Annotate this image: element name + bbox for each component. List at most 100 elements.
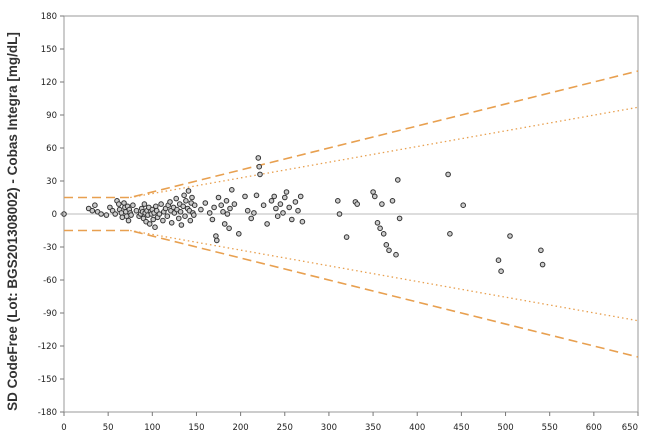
y-tick-label: -90 (43, 309, 57, 319)
x-tick-label: 650 (622, 423, 638, 433)
data-point (277, 201, 284, 207)
x-axis-ticks: 0 50 100 150 200 250 300 350 400 450 500 550 600 650 (61, 412, 639, 433)
data-point (160, 217, 166, 224)
data-point (396, 215, 403, 222)
data-point (447, 231, 453, 237)
data-point (248, 215, 254, 222)
data-point (224, 211, 231, 217)
data-point (379, 201, 385, 207)
data-point (280, 210, 286, 216)
data-point (297, 193, 304, 200)
data-point (156, 211, 163, 217)
data-point (251, 210, 257, 216)
data-point (152, 224, 158, 230)
data-point (283, 189, 290, 195)
data-point (335, 198, 341, 204)
data-point (220, 209, 226, 215)
data-point (354, 201, 361, 207)
x-tick-label: 100 (144, 423, 160, 433)
data-point (244, 207, 251, 214)
data-point (128, 212, 134, 218)
data-point (282, 194, 288, 201)
data-point (273, 205, 279, 212)
data-point (393, 251, 399, 258)
data-point (141, 201, 148, 207)
data-point (495, 257, 502, 264)
reference-line-dashed (64, 70, 639, 199)
data-point (264, 221, 270, 227)
x-tick-label: 250 (277, 423, 293, 433)
data-point (445, 171, 451, 178)
x-tick-label: 150 (188, 423, 204, 433)
data-point (231, 201, 238, 207)
reference-line-dotted (130, 106, 639, 199)
data-point (386, 247, 392, 254)
data-point (167, 199, 173, 205)
data-point (274, 213, 281, 219)
y-tick-label: -60 (43, 276, 57, 286)
data-point (255, 155, 262, 161)
x-tick-label: 600 (586, 423, 602, 433)
data-point (89, 207, 96, 214)
reference-line-dotted (130, 229, 639, 322)
data-point (112, 211, 118, 217)
data-point (215, 194, 222, 201)
data-point (292, 199, 299, 205)
y-axis-ticks: 180 150 120 90 60 30 0 -30 -60 -90 -120 -150 -180 (38, 12, 64, 418)
data-point (260, 202, 267, 208)
data-point (336, 211, 343, 217)
data-point (218, 202, 224, 208)
data-point (133, 207, 140, 214)
data-point (209, 216, 216, 223)
y-tick-label: 120 (41, 78, 57, 88)
x-tick-label: 350 (365, 423, 381, 433)
data-point (236, 231, 242, 237)
data-point (372, 193, 378, 200)
y-tick-label: 180 (41, 12, 57, 22)
data-point (299, 218, 306, 225)
data-point (242, 193, 248, 200)
data-point (214, 237, 220, 244)
data-point (206, 210, 213, 216)
data-point (256, 163, 263, 170)
data-point (191, 212, 197, 218)
x-tick-label: 550 (542, 423, 558, 433)
y-tick-label: 60 (46, 144, 57, 154)
data-point (185, 188, 192, 194)
data-point (539, 261, 546, 268)
data-point (119, 214, 126, 221)
data-point (395, 177, 401, 183)
data-point (150, 216, 156, 223)
data-point (253, 192, 260, 199)
data-point (229, 187, 235, 193)
y-tick-label: 150 (41, 45, 57, 55)
data-point (191, 202, 198, 208)
data-point (289, 216, 295, 223)
data-point (383, 242, 390, 248)
data-point (164, 213, 171, 219)
reference-line-dashed (64, 229, 639, 358)
data-point (507, 233, 513, 239)
data-point (374, 220, 381, 226)
y-tick-label: -180 (38, 408, 57, 418)
y-tick-label: 90 (46, 111, 57, 121)
data-point (116, 201, 122, 207)
data-point (178, 222, 185, 228)
data-point (198, 206, 204, 213)
data-point (498, 268, 504, 275)
y-tick-label: -150 (38, 375, 57, 385)
x-tick-label: 500 (497, 423, 513, 433)
data-point (389, 198, 396, 204)
data-point (118, 210, 125, 216)
x-tick-label: 200 (232, 423, 248, 433)
data-point (460, 202, 467, 208)
data-point (125, 217, 132, 224)
data-point (103, 212, 110, 218)
data-point (295, 207, 301, 214)
y-tick-label: 30 (46, 177, 57, 187)
data-point (343, 234, 350, 240)
data-point (202, 200, 209, 206)
data-point (377, 225, 383, 232)
